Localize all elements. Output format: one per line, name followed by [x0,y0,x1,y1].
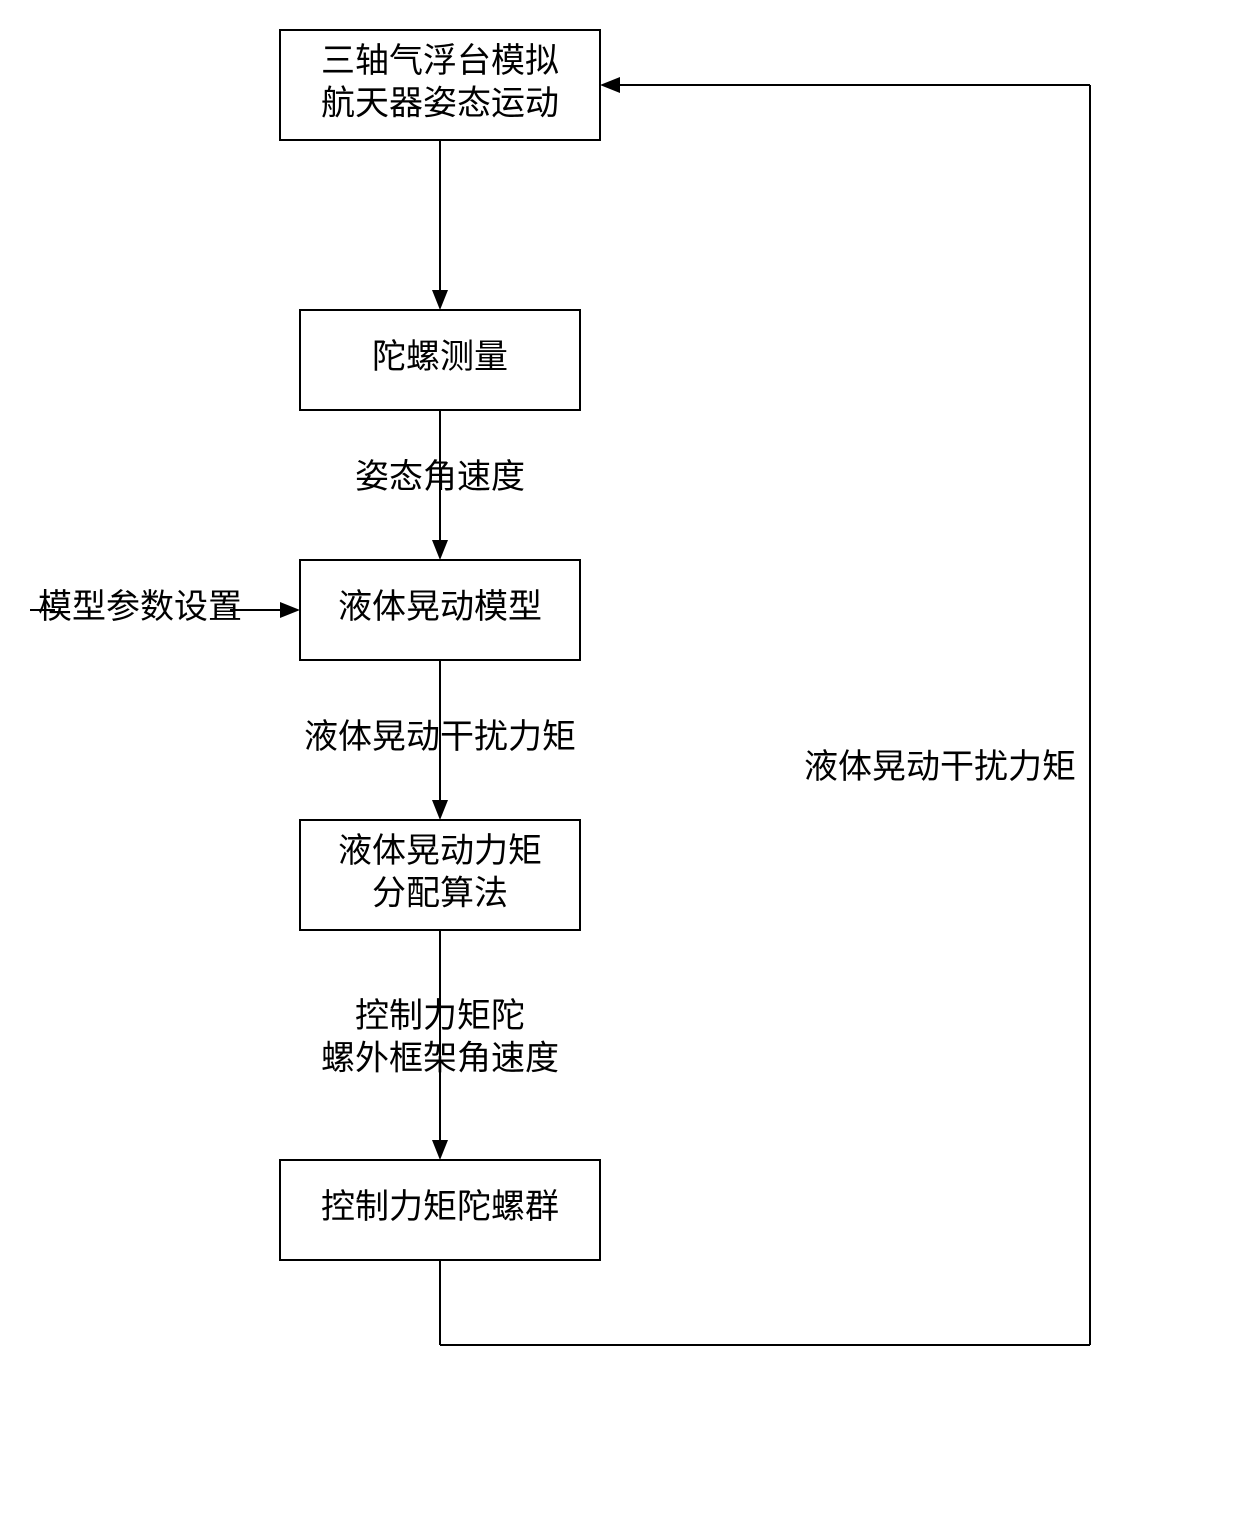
node-label: 液体晃动模型 [338,588,542,626]
side-input-label: 模型参数设置 [38,588,242,626]
node-n2: 陀螺测量 [300,310,580,410]
edge-e3: 液体晃动干扰力矩 [304,660,576,820]
node-n3: 液体晃动模型 [300,560,580,660]
edge-e1 [432,140,448,310]
edge-e2: 姿态角速度 [355,410,525,560]
side-input-model-params: 模型参数设置 [30,588,300,626]
node-label: 陀螺测量 [372,339,508,376]
edge-label: 液体晃动干扰力矩 [804,748,1076,786]
edge-label: 液体晃动干扰力矩 [304,718,576,756]
edge-e5: 液体晃动干扰力矩 [440,77,1090,1345]
edge-e4: 控制力矩陀螺外框架角速度 [321,930,559,1160]
edge-label: 姿态角速度 [355,458,525,496]
node-n1: 三轴气浮台模拟航天器姿态运动 [280,30,600,140]
node-n4: 液体晃动力矩分配算法 [300,820,580,930]
node-label: 控制力矩陀螺群 [321,1188,559,1226]
node-n5: 控制力矩陀螺群 [280,1160,600,1260]
